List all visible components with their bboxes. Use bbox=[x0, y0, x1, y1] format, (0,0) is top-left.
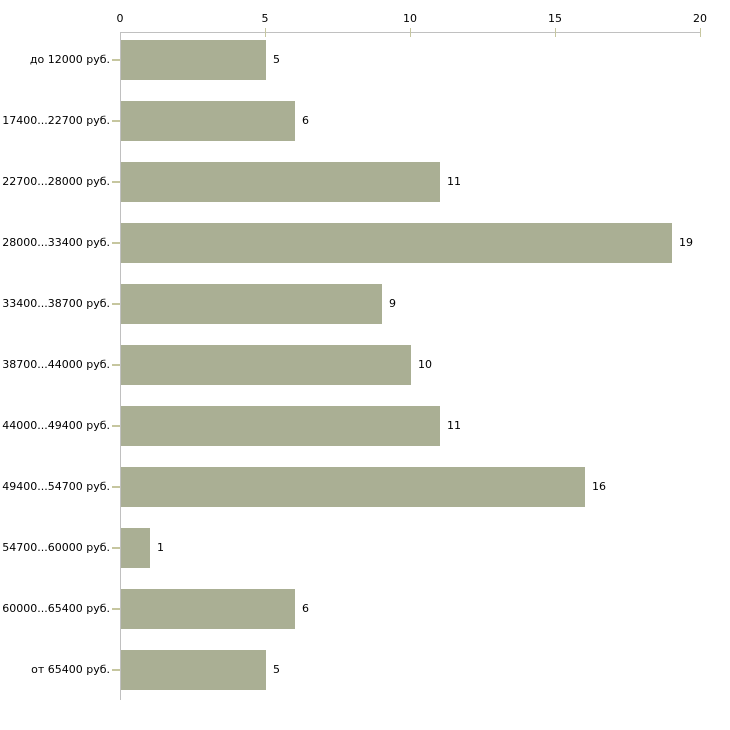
x-axis-tick-label: 10 bbox=[403, 12, 417, 25]
value-label: 9 bbox=[389, 297, 396, 310]
category-label: 44000...49400 руб. bbox=[2, 419, 110, 432]
bar bbox=[121, 284, 382, 324]
y-axis-tick-mark bbox=[112, 608, 120, 610]
y-axis-tick-mark bbox=[112, 59, 120, 61]
x-axis-tick-mark bbox=[555, 28, 556, 37]
bar bbox=[121, 528, 150, 568]
category-label: 60000...65400 руб. bbox=[2, 602, 110, 615]
value-label: 6 bbox=[302, 114, 309, 127]
category-label: 28000...33400 руб. bbox=[2, 236, 110, 249]
bar bbox=[121, 40, 266, 80]
category-label: до 12000 руб. bbox=[29, 53, 110, 66]
y-axis-line bbox=[120, 32, 121, 700]
y-axis-tick-mark bbox=[112, 120, 120, 122]
bar bbox=[121, 101, 295, 141]
bar bbox=[121, 589, 295, 629]
category-label: 49400...54700 руб. bbox=[2, 480, 110, 493]
x-axis-tick-mark bbox=[265, 28, 266, 37]
category-label: 33400...38700 руб. bbox=[2, 297, 110, 310]
bar bbox=[121, 223, 672, 263]
bar bbox=[121, 650, 266, 690]
value-label: 5 bbox=[273, 663, 280, 676]
y-axis-tick-mark bbox=[112, 486, 120, 488]
y-axis-tick-mark bbox=[112, 181, 120, 183]
category-label: от 65400 руб. bbox=[31, 663, 110, 676]
category-label: 17400...22700 руб. bbox=[2, 114, 110, 127]
value-label: 11 bbox=[447, 175, 461, 188]
value-label: 5 bbox=[273, 53, 280, 66]
bar bbox=[121, 406, 440, 446]
bar bbox=[121, 467, 585, 507]
value-label: 19 bbox=[679, 236, 693, 249]
value-label: 16 bbox=[592, 480, 606, 493]
y-axis-tick-mark bbox=[112, 364, 120, 366]
category-label: 54700...60000 руб. bbox=[2, 541, 110, 554]
y-axis-tick-mark bbox=[112, 669, 120, 671]
category-label: 38700...44000 руб. bbox=[2, 358, 110, 371]
x-axis-tick-label: 20 bbox=[693, 12, 707, 25]
x-axis-tick-mark bbox=[410, 28, 411, 37]
value-label: 10 bbox=[418, 358, 432, 371]
y-axis-tick-mark bbox=[112, 242, 120, 244]
bar bbox=[121, 162, 440, 202]
value-label: 6 bbox=[302, 602, 309, 615]
y-axis-tick-mark bbox=[112, 303, 120, 305]
bar bbox=[121, 345, 411, 385]
x-axis-tick-label: 0 bbox=[116, 12, 124, 25]
x-axis-tick-label: 5 bbox=[261, 12, 269, 25]
category-label: 22700...28000 руб. bbox=[2, 175, 110, 188]
value-label: 11 bbox=[447, 419, 461, 432]
y-axis-tick-mark bbox=[112, 425, 120, 427]
value-label: 1 bbox=[157, 541, 164, 554]
y-axis-tick-mark bbox=[112, 547, 120, 549]
x-axis-tick-mark bbox=[700, 28, 701, 37]
x-axis-tick-label: 15 bbox=[548, 12, 562, 25]
